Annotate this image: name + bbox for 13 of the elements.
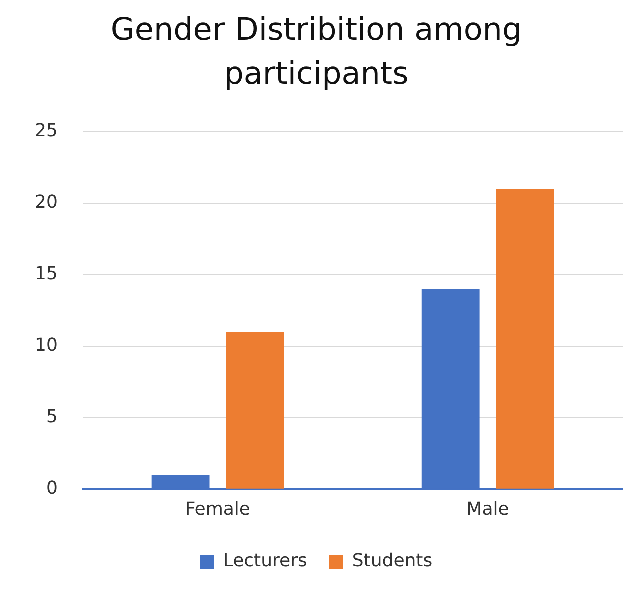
x-tick-label: Male xyxy=(466,498,510,520)
y-tick-label: 0 xyxy=(46,478,58,500)
y-tick-label: 20 xyxy=(35,192,58,213)
bar xyxy=(226,332,284,489)
legend-label: Students xyxy=(352,550,433,572)
y-tick-label: 15 xyxy=(35,264,58,285)
y-tick-label: 5 xyxy=(46,406,58,428)
y-tick-label: 10 xyxy=(35,335,58,356)
legend-label: Lecturers xyxy=(223,550,308,572)
y-tick-label: 25 xyxy=(35,120,58,142)
bar xyxy=(496,189,554,489)
x-tick-label: Female xyxy=(185,498,250,520)
chart-title: Gender Distribition among participants xyxy=(110,11,524,94)
